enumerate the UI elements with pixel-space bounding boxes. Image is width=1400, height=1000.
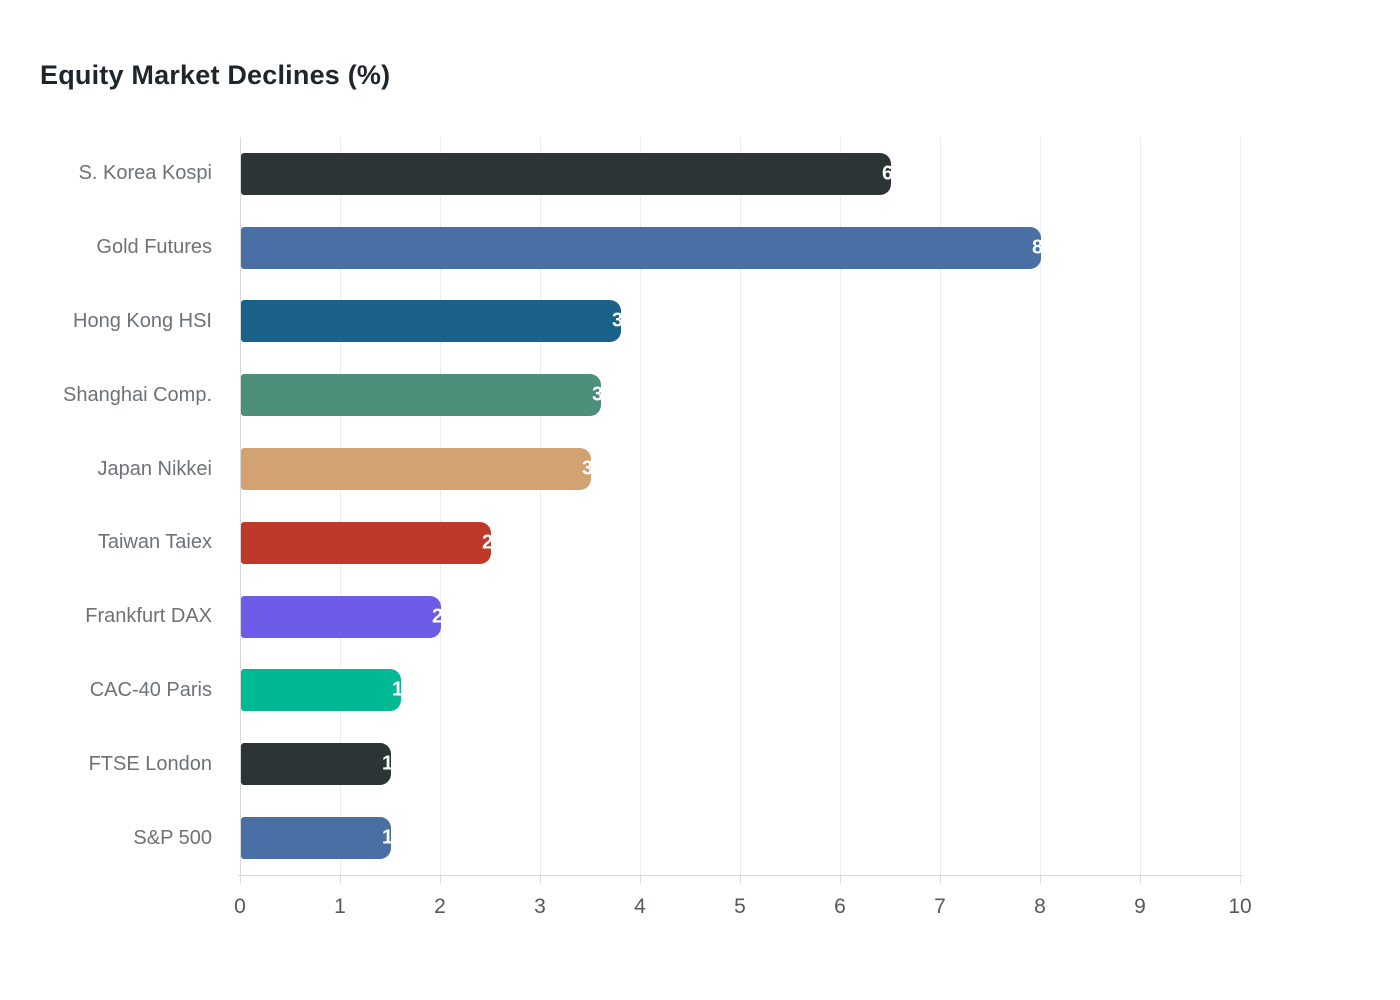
x-axis-tick-labels: 0 1 2 3 4 5 6 7 8 9 10 [234,895,1252,931]
bar-value-label: 1.5 [382,826,410,849]
category-label: Shanghai Comp. [63,383,212,406]
x-tick-mark [1040,875,1041,884]
x-tick-label: 9 [1134,895,1146,918]
x-tick-mark [840,875,841,884]
bar-row: 2.5 [240,506,1240,580]
bar-ftse-london: 1.5 [241,743,410,786]
bar-row: 1.6 [240,654,1240,728]
gridline-x-7 [940,137,941,875]
bar-hong-kong-hsi: 3.8 [241,300,640,343]
category-label: Taiwan Taiex [97,531,212,554]
category-label: Gold Futures [96,236,212,259]
bar-value-label: 3.6 [592,383,620,406]
bar-value-label: 2.5 [482,531,510,554]
x-tick-label: 3 [534,895,546,918]
bar-value-label: 8 [1032,236,1044,259]
bar-frankfurt-dax: 2 [241,595,444,638]
gridline-x-1 [340,137,341,875]
bar-row: 6.5 [240,137,1240,211]
x-tick-mark [340,875,341,884]
x-tick-label: 6 [834,895,846,918]
bar-row: 1.5 [240,727,1240,801]
bar-shanghai-comp: 3.6 [241,374,620,417]
category-label: Hong Kong HSI [73,309,212,332]
bar-row: 3.8 [240,285,1240,359]
gridline-x-0 [240,137,241,875]
x-axis-line [238,875,1243,876]
category-label: FTSE London [88,752,212,775]
bar-value-label: 3.8 [612,309,640,332]
x-tick-label: 2 [434,895,446,918]
bar-row: 3.5 [240,432,1240,506]
category-axis: S. Korea Kospi Gold Futures Hong Kong HSI S… [20,137,212,875]
category-label: Japan Nikkei [97,457,212,480]
plot-area: 6.5 8 3.8 3.6 3.5 2.5 2 1.6 1.5 1.5 [238,137,1243,884]
x-tick-mark [540,875,541,884]
chart-title: Equity Market Declines (%) [40,60,391,90]
bar-japan-nikkei: 3.5 [241,448,610,491]
bar-row: 8 [240,211,1240,285]
x-tick-mark [240,875,241,884]
gridline-x-10 [1240,137,1241,875]
bar-value-label: 3.5 [582,457,610,480]
bar-row: 1.5 [240,801,1240,875]
gridline-x-6 [840,137,841,875]
x-tick-mark [940,875,941,884]
gridline-x-4 [640,137,641,875]
bar-value-label: 2 [432,605,444,628]
gridline-x-9 [1140,137,1141,875]
bar-row: 3.6 [240,358,1240,432]
x-tick-label: 8 [1034,895,1046,918]
x-tick-label: 4 [634,895,646,918]
bar-s-korea-kospi: 6.5 [241,152,910,195]
x-tick-mark [640,875,641,884]
bar-cac-40-paris: 1.6 [241,669,420,712]
x-tick-label: 0 [234,895,246,918]
bar-value-label: 1.5 [382,752,410,775]
bar-value-label: 1.6 [392,678,420,701]
gridline-x-3 [540,137,541,875]
category-label: S&P 500 [133,826,212,849]
x-tick-label: 1 [334,895,346,918]
bar-gold-futures: 8 [241,226,1044,269]
category-label: S. Korea Kospi [78,162,212,185]
x-tick-label: 5 [734,895,746,918]
gridline-x-2 [440,137,441,875]
bar-s-p-500: 1.5 [241,817,410,860]
gridline-x-8 [1040,137,1041,875]
x-tick-mark [1140,875,1141,884]
bar-value-label: 6.5 [882,162,910,185]
x-tick-mark [1240,875,1241,884]
category-label: CAC-40 Paris [89,678,212,701]
bar-taiwan-taiex: 2.5 [241,521,510,564]
x-tick-mark [740,875,741,884]
x-tick-mark [440,875,441,884]
x-tick-label: 10 [1228,895,1252,918]
category-label: Frankfurt DAX [85,605,212,628]
bar-row: 2 [240,580,1240,654]
x-tick-label: 7 [934,895,946,918]
gridline-x-5 [740,137,741,875]
